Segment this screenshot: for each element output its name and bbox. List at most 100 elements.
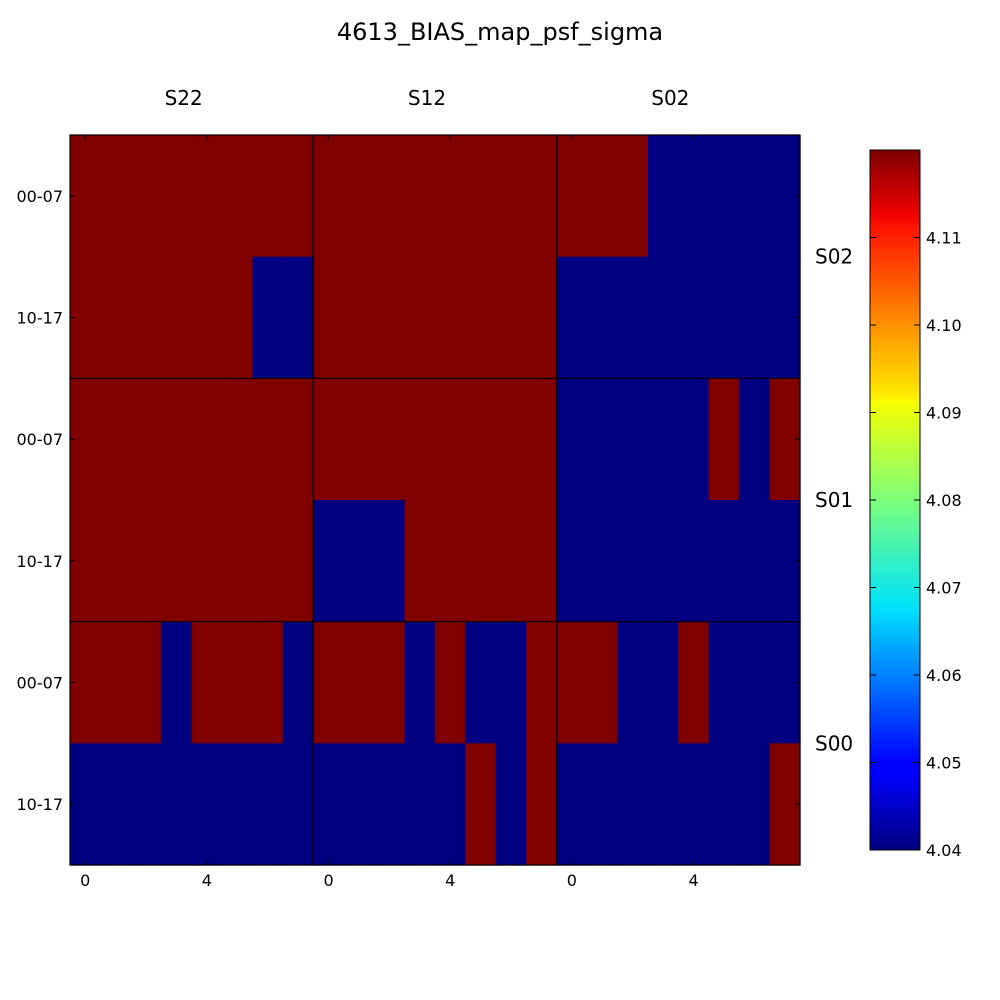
heatmap-cell-s00-s02-0-1 <box>587 621 619 744</box>
heatmap-cell-s01-s22-1-3 <box>161 500 193 623</box>
heatmap-cell-s00-s02-0-5 <box>708 621 740 744</box>
heatmap-cell-s01-s22-1-0 <box>70 500 102 623</box>
heatmap-cell-s02-s22-0-3 <box>161 135 193 258</box>
heatmap-cell-s02-s02-0-2 <box>617 135 649 258</box>
heatmap-cell-s01-s22-0-3 <box>161 378 193 501</box>
heatmap-cell-s01-s02-1-6 <box>739 500 771 623</box>
heatmap-cell-s01-s22-1-4 <box>191 500 223 623</box>
heatmap-cell-s00-s22-0-3 <box>161 621 193 744</box>
heatmap-cell-s00-s02-1-1 <box>587 743 619 866</box>
heatmap-cell-s00-s12-0-1 <box>343 621 375 744</box>
colorbar-gradient <box>869 149 921 851</box>
heatmap-cell-s02-s22-0-2 <box>130 135 162 258</box>
heatmap-cell-s01-s22-1-1 <box>100 500 132 623</box>
heatmap-cell-s00-s22-1-7 <box>282 743 314 866</box>
colorbar <box>869 149 921 851</box>
heatmap-cell-s01-s12-1-1 <box>343 500 375 623</box>
row-label-s00: S00 <box>815 731 853 755</box>
y-ticks: 00-07 10-17 00-07 10-17 00-07 10-17 <box>17 187 800 814</box>
heatmap-cell-s01-s12-0-4 <box>435 378 467 501</box>
heatmap-cell-s00-s02-0-3 <box>647 621 679 744</box>
colorbar-tick-label: 4.05 <box>926 754 962 773</box>
row-labels: S02 S01 S00 <box>815 245 853 756</box>
heatmap-cell-s02-s12-0-3 <box>404 135 436 258</box>
heatmap-cell-s00-s12-0-0 <box>313 621 345 744</box>
x-tick-label: 4 <box>202 871 212 890</box>
panel-gridlines <box>69 134 801 866</box>
heatmap-cell-s02-s12-0-7 <box>526 135 558 258</box>
chart-title: 4613_BIAS_map_psf_sigma <box>337 18 663 46</box>
heatmap-cell-s00-s12-1-4 <box>435 743 467 866</box>
heatmap-cell-s02-s12-0-6 <box>495 135 527 258</box>
heatmap-cell-s02-s12-1-1 <box>343 256 375 379</box>
colorbar-tick-label: 4.06 <box>926 666 962 685</box>
heatmap-cell-s02-s02-0-6 <box>739 135 771 258</box>
heatmap-cell-s02-s12-0-4 <box>435 135 467 258</box>
heatmap-cell-s01-s12-0-6 <box>495 378 527 501</box>
heatmap-cell-s02-s12-1-6 <box>495 256 527 379</box>
colorbar-tick-label: 4.11 <box>926 229 962 248</box>
heatmap-cell-s01-s22-1-5 <box>222 500 254 623</box>
heatmap-cell-s00-s22-0-2 <box>130 621 162 744</box>
heatmap-cell-s01-s12-1-4 <box>435 500 467 623</box>
heatmap-cell-s00-s22-1-2 <box>130 743 162 866</box>
heatmap-cell-s00-s12-0-2 <box>374 621 406 744</box>
heatmap-cell-s01-s22-0-7 <box>282 378 314 501</box>
heatmap-cell-s02-s12-0-2 <box>374 135 406 258</box>
y-tick-label: 10-17 <box>17 795 64 814</box>
x-ticks: 0 4 0 4 0 4 <box>80 135 699 890</box>
y-tick-label: 00-07 <box>17 187 64 206</box>
heatmap-cell-s02-s22-0-1 <box>100 135 132 258</box>
heatmap-cell-s00-s12-0-7 <box>526 621 558 744</box>
heatmap-cell-s02-s02-0-1 <box>587 135 619 258</box>
heatmap-cell-s02-s22-1-3 <box>161 256 193 379</box>
heatmap-cell-s02-s02-1-3 <box>647 256 679 379</box>
heatmap-cell-s00-s12-1-2 <box>374 743 406 866</box>
heatmap-cell-s02-s02-0-0 <box>556 135 588 258</box>
x-tick-label: 0 <box>323 871 333 890</box>
heatmap-cell-s02-s12-1-4 <box>435 256 467 379</box>
heatmap-cell-s01-s12-0-7 <box>526 378 558 501</box>
heatmap-cell-s01-s22-0-2 <box>130 378 162 501</box>
heatmap-cell-s01-s12-1-6 <box>495 500 527 623</box>
heatmap-cell-s02-s02-0-5 <box>708 135 740 258</box>
heatmap-cell-s00-s02-0-0 <box>556 621 588 744</box>
heatmap-cell-s02-s12-1-3 <box>404 256 436 379</box>
heatmap-cell-s00-s22-0-1 <box>100 621 132 744</box>
heatmap-cell-s01-s12-1-0 <box>313 500 345 623</box>
column-labels: S22 S12 S02 <box>165 86 690 110</box>
heatmap-cell-s02-s02-0-3 <box>647 135 679 258</box>
heatmap-cell-s00-s22-0-0 <box>70 621 102 744</box>
heatmap-cell-s01-s02-0-5 <box>708 378 740 501</box>
heatmap-cell-s00-s02-0-4 <box>678 621 710 744</box>
heatmap-cell-s00-s12-1-7 <box>526 743 558 866</box>
heatmap-cell-s01-s02-1-5 <box>708 500 740 623</box>
column-label-s22: S22 <box>165 86 203 110</box>
heatmap-cell-s02-s02-1-0 <box>556 256 588 379</box>
heatmap-cell-s02-s02-1-2 <box>617 256 649 379</box>
colorbar-tick-label: 4.10 <box>926 316 962 335</box>
heatmap-cell-s01-s02-1-3 <box>647 500 679 623</box>
heatmap-cell-s02-s12-0-5 <box>465 135 497 258</box>
heatmap-cell-s01-s22-1-2 <box>130 500 162 623</box>
heatmap-cell-s00-s02-0-2 <box>617 621 649 744</box>
heatmap-cell-s01-s12-0-0 <box>313 378 345 501</box>
x-tick-label: 4 <box>688 871 698 890</box>
colorbar-tick-label: 4.07 <box>926 579 962 598</box>
heatmap-cell-s00-s22-1-1 <box>100 743 132 866</box>
heatmap-cell-s02-s22-1-5 <box>222 256 254 379</box>
heatmap-cell-s02-s02-0-4 <box>678 135 710 258</box>
heatmap-cell-s02-s22-0-5 <box>222 135 254 258</box>
heatmap-cell-s00-s22-0-5 <box>222 621 254 744</box>
heatmap-cell-s02-s12-1-0 <box>313 256 345 379</box>
heatmap-cell-s00-s02-1-0 <box>556 743 588 866</box>
heatmap-cell-s01-s02-1-2 <box>617 500 649 623</box>
heatmap-cell-s01-s02-0-0 <box>556 378 588 501</box>
heatmap-cell-s01-s22-1-7 <box>282 500 314 623</box>
heatmap-cell-s01-s22-0-6 <box>252 378 284 501</box>
heatmap-cell-s01-s22-0-0 <box>70 378 102 501</box>
heatmap-cell-s00-s22-1-5 <box>222 743 254 866</box>
heatmap-cell-s00-s12-1-0 <box>313 743 345 866</box>
x-tick-label: 0 <box>567 871 577 890</box>
